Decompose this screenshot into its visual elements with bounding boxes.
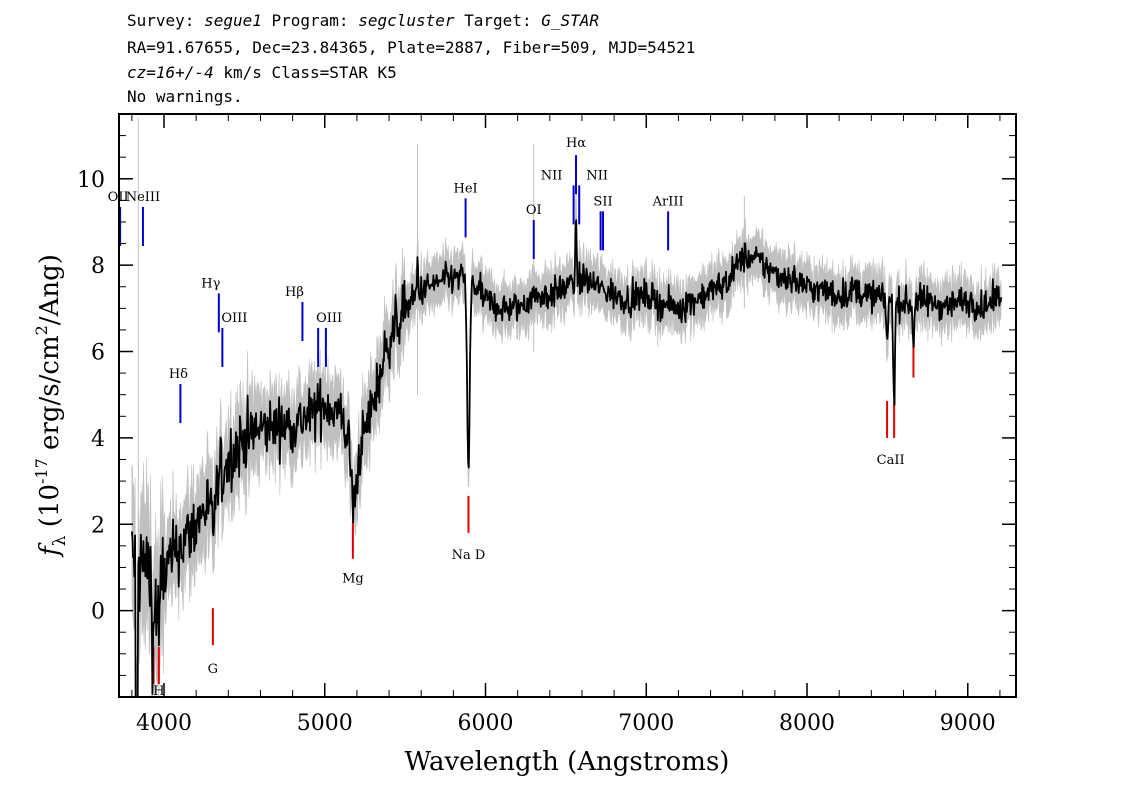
flux-series	[131, 219, 1003, 697]
absorption-line-label: Na D	[452, 548, 486, 563]
x-tick-label: 5000	[297, 711, 353, 736]
y-tick-label: 4	[91, 427, 105, 452]
y-tick-label: 0	[91, 600, 105, 625]
y-tick-label: 6	[91, 341, 105, 366]
header-line-1: Survey: segue1 Program: segcluster Targe…	[127, 12, 599, 30]
emission-line-label: Hβ	[285, 285, 304, 300]
header-line-3: cz=16+/-4 km/s Class=STAR K5	[127, 64, 397, 82]
absorption-line-label: Mg	[342, 572, 364, 587]
absorption-line-label: CaII	[877, 453, 905, 468]
emission-line-label: OIII	[316, 311, 342, 326]
header-line-4: No warnings.	[127, 87, 243, 106]
survey-label: Survey:	[127, 11, 205, 30]
x-tick-label: 4000	[136, 711, 192, 736]
program-label: Program:	[261, 11, 359, 30]
emission-line-label: NeIII	[126, 190, 160, 205]
x-tick-label: 9000	[940, 711, 996, 736]
error-band	[131, 118, 1002, 697]
emission-line-label: NII	[586, 168, 608, 183]
y-tick-label: 10	[77, 168, 105, 193]
axis-ticks: 4000 5000 6000 7000 8000 9000 0 2 4 6 8 10	[77, 113, 1016, 736]
emission-line-label: ArIII	[652, 194, 684, 209]
emission-line-label: OI	[526, 203, 542, 218]
target-label: Target:	[454, 11, 542, 30]
absorption-line-label: H	[153, 684, 164, 699]
survey-value: segue1	[204, 11, 262, 30]
emission-line-label: OII	[108, 190, 129, 205]
line-markers	[119, 155, 915, 685]
absorption-line-label: G	[208, 662, 218, 677]
emission-line-label: HeI	[453, 181, 477, 196]
x-tick-label: 7000	[618, 711, 674, 736]
emission-line-label: SII	[593, 194, 612, 209]
redshift-value: cz=16+/-4	[127, 63, 214, 82]
y-tick-label: 8	[91, 254, 105, 279]
emission-line-label: OIII	[221, 311, 247, 326]
y-tick-label: 2	[91, 513, 105, 538]
plot-frame	[118, 113, 1017, 698]
emission-line-label: Hα	[566, 136, 586, 151]
emission-line-label: Hδ	[169, 367, 188, 382]
target-value: G_STAR	[541, 11, 600, 30]
program-value: segcluster	[358, 11, 455, 30]
y-axis-title: fλ (10-17 erg/s/cm2/Ang)	[32, 254, 70, 558]
class-value: km/s Class=STAR K5	[213, 63, 397, 82]
x-axis-title: Wavelength (Angstroms)	[405, 747, 730, 777]
emission-line-label: NII	[541, 168, 563, 183]
flux-line	[131, 219, 1003, 697]
header-line-2: RA=91.67655, Dec=23.84365, Plate=2887, F…	[127, 38, 696, 57]
emission-line-label: Hγ	[201, 276, 220, 291]
x-tick-label: 8000	[779, 711, 835, 736]
x-tick-label: 6000	[458, 711, 514, 736]
